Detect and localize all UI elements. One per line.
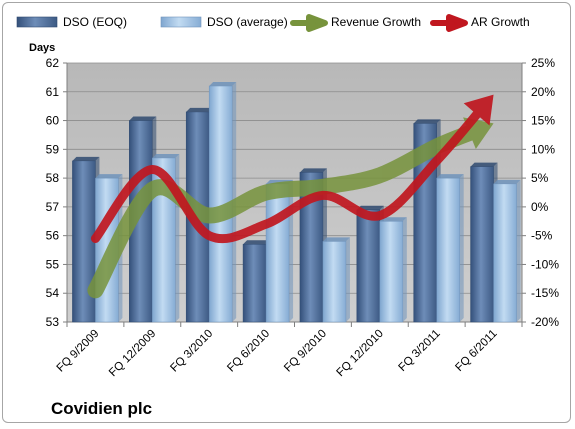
legend-label-dso-average: DSO (average) [207, 15, 288, 29]
y-tick-label: 62 [46, 56, 60, 70]
bar-top [379, 217, 407, 222]
y-tick-label: 57 [46, 200, 60, 214]
bar-dso-average [322, 237, 350, 323]
y2-tick-label: -5% [531, 229, 553, 243]
legend-swatch-dso-average [160, 16, 202, 28]
x-tick-label: FQ 12/2010 [335, 328, 386, 379]
y-tick-label: 61 [46, 85, 60, 99]
y-tick-label: 58 [46, 171, 60, 185]
bar-side [345, 237, 350, 322]
bar-dso-average [436, 174, 464, 323]
bar-body [493, 183, 517, 323]
bar-dso-average [265, 179, 294, 323]
dso-chart: DSO (EOQ) DSO (average) Revenue Growth A… [16, 14, 559, 418]
legend-swatch-dso-eoq [16, 16, 58, 28]
legend-item-revenue-growth: Revenue Growth [290, 14, 421, 32]
bar-top [186, 107, 214, 112]
bar-body [265, 183, 290, 323]
ar-growth-arrowhead [463, 94, 494, 126]
bar-body [356, 209, 381, 323]
bar-side [175, 153, 180, 322]
y2-tick-labels: -20% -15% -10% -5% 0% 5% 10% 15% 20% 25% [531, 56, 559, 329]
y2-tick-label: 10% [531, 142, 555, 156]
chart-frame: DSO (EOQ) DSO (average) Revenue Growth A… [2, 2, 571, 423]
y2-tick-label: 20% [531, 85, 555, 99]
ar-growth-line [90, 103, 487, 244]
y2-tick-label: 0% [531, 200, 549, 214]
y-tick-label: 56 [46, 229, 60, 243]
y2-tick-label: -15% [531, 286, 559, 300]
x-tick-label: FQ 9/2010 [282, 328, 329, 375]
legend-label-dso-eoq: DSO (EOQ) [63, 15, 127, 29]
y-tick-labels: 53 54 55 56 57 58 59 60 61 62 [46, 56, 60, 329]
bars [72, 82, 521, 323]
bar-top [299, 168, 327, 173]
y-tick-label: 60 [46, 114, 60, 128]
x-tick-label: FQ 3/2010 [168, 328, 215, 375]
bar-top [470, 162, 498, 167]
x-tick-label: FQ 6/2011 [453, 328, 499, 374]
bar-dso-average [493, 179, 521, 323]
legend-item-dso-eoq: DSO (EOQ) [16, 15, 127, 29]
y-tick-label: 59 [46, 142, 60, 156]
ar-growth [90, 94, 494, 244]
revenue-growth-line [87, 122, 485, 299]
bar-top [493, 179, 521, 184]
bar-body [242, 244, 267, 323]
y2-tick-label: -10% [531, 257, 559, 271]
y2-tick-label: 5% [531, 171, 549, 185]
legend-label-ar-growth: AR Growth [471, 15, 530, 29]
x-tick-label: FQ 12/2009 [107, 328, 158, 379]
y-tick-label: 53 [46, 315, 60, 329]
legend-item-ar-growth: AR Growth [430, 14, 530, 32]
x-tick-label: FQ 3/2011 [396, 328, 442, 374]
legend-item-dso-average: DSO (average) [160, 15, 288, 29]
y2-tick-label: -20% [531, 315, 559, 329]
bar-side [289, 179, 294, 322]
bar-body [379, 221, 404, 323]
bar-side [516, 179, 521, 322]
bar-dso-average [379, 217, 407, 323]
x-tick-labels: FQ 9/2009 FQ 12/2009 FQ 3/2010 FQ 6/2010 FQ … [55, 328, 500, 379]
y2-tick-label: 25% [531, 56, 555, 70]
y-tick-label: 55 [46, 257, 60, 271]
bar-top [436, 174, 464, 179]
bar-top [72, 156, 100, 161]
bar-top [243, 240, 271, 245]
bar-top [356, 205, 384, 210]
legend: DSO (EOQ) DSO (average) Revenue Growth A… [16, 14, 530, 32]
growth-lines [87, 94, 494, 299]
bar-body [470, 166, 494, 323]
x-tick-label: FQ 9/2009 [55, 328, 102, 375]
bar-top [152, 153, 180, 158]
legend-arrow-ar-growth [430, 14, 468, 32]
y-axis-title: Days [29, 42, 55, 54]
bar-top [95, 174, 123, 179]
bar-top [129, 116, 157, 121]
bar-top [413, 119, 441, 124]
bar-top [322, 237, 350, 242]
legend-label-revenue-growth: Revenue Growth [331, 15, 421, 29]
bar-body [322, 241, 347, 323]
company-name: Covidien plc [51, 399, 152, 418]
y2-tick-label: 15% [531, 114, 555, 128]
bar-side [459, 174, 464, 322]
legend-arrow-revenue-growth [290, 14, 328, 32]
y-tick-label: 54 [46, 286, 60, 300]
bar-side [402, 217, 407, 322]
x-tick-label: FQ 6/2010 [225, 328, 272, 375]
bar-top [209, 82, 237, 87]
bar-body [436, 177, 460, 323]
